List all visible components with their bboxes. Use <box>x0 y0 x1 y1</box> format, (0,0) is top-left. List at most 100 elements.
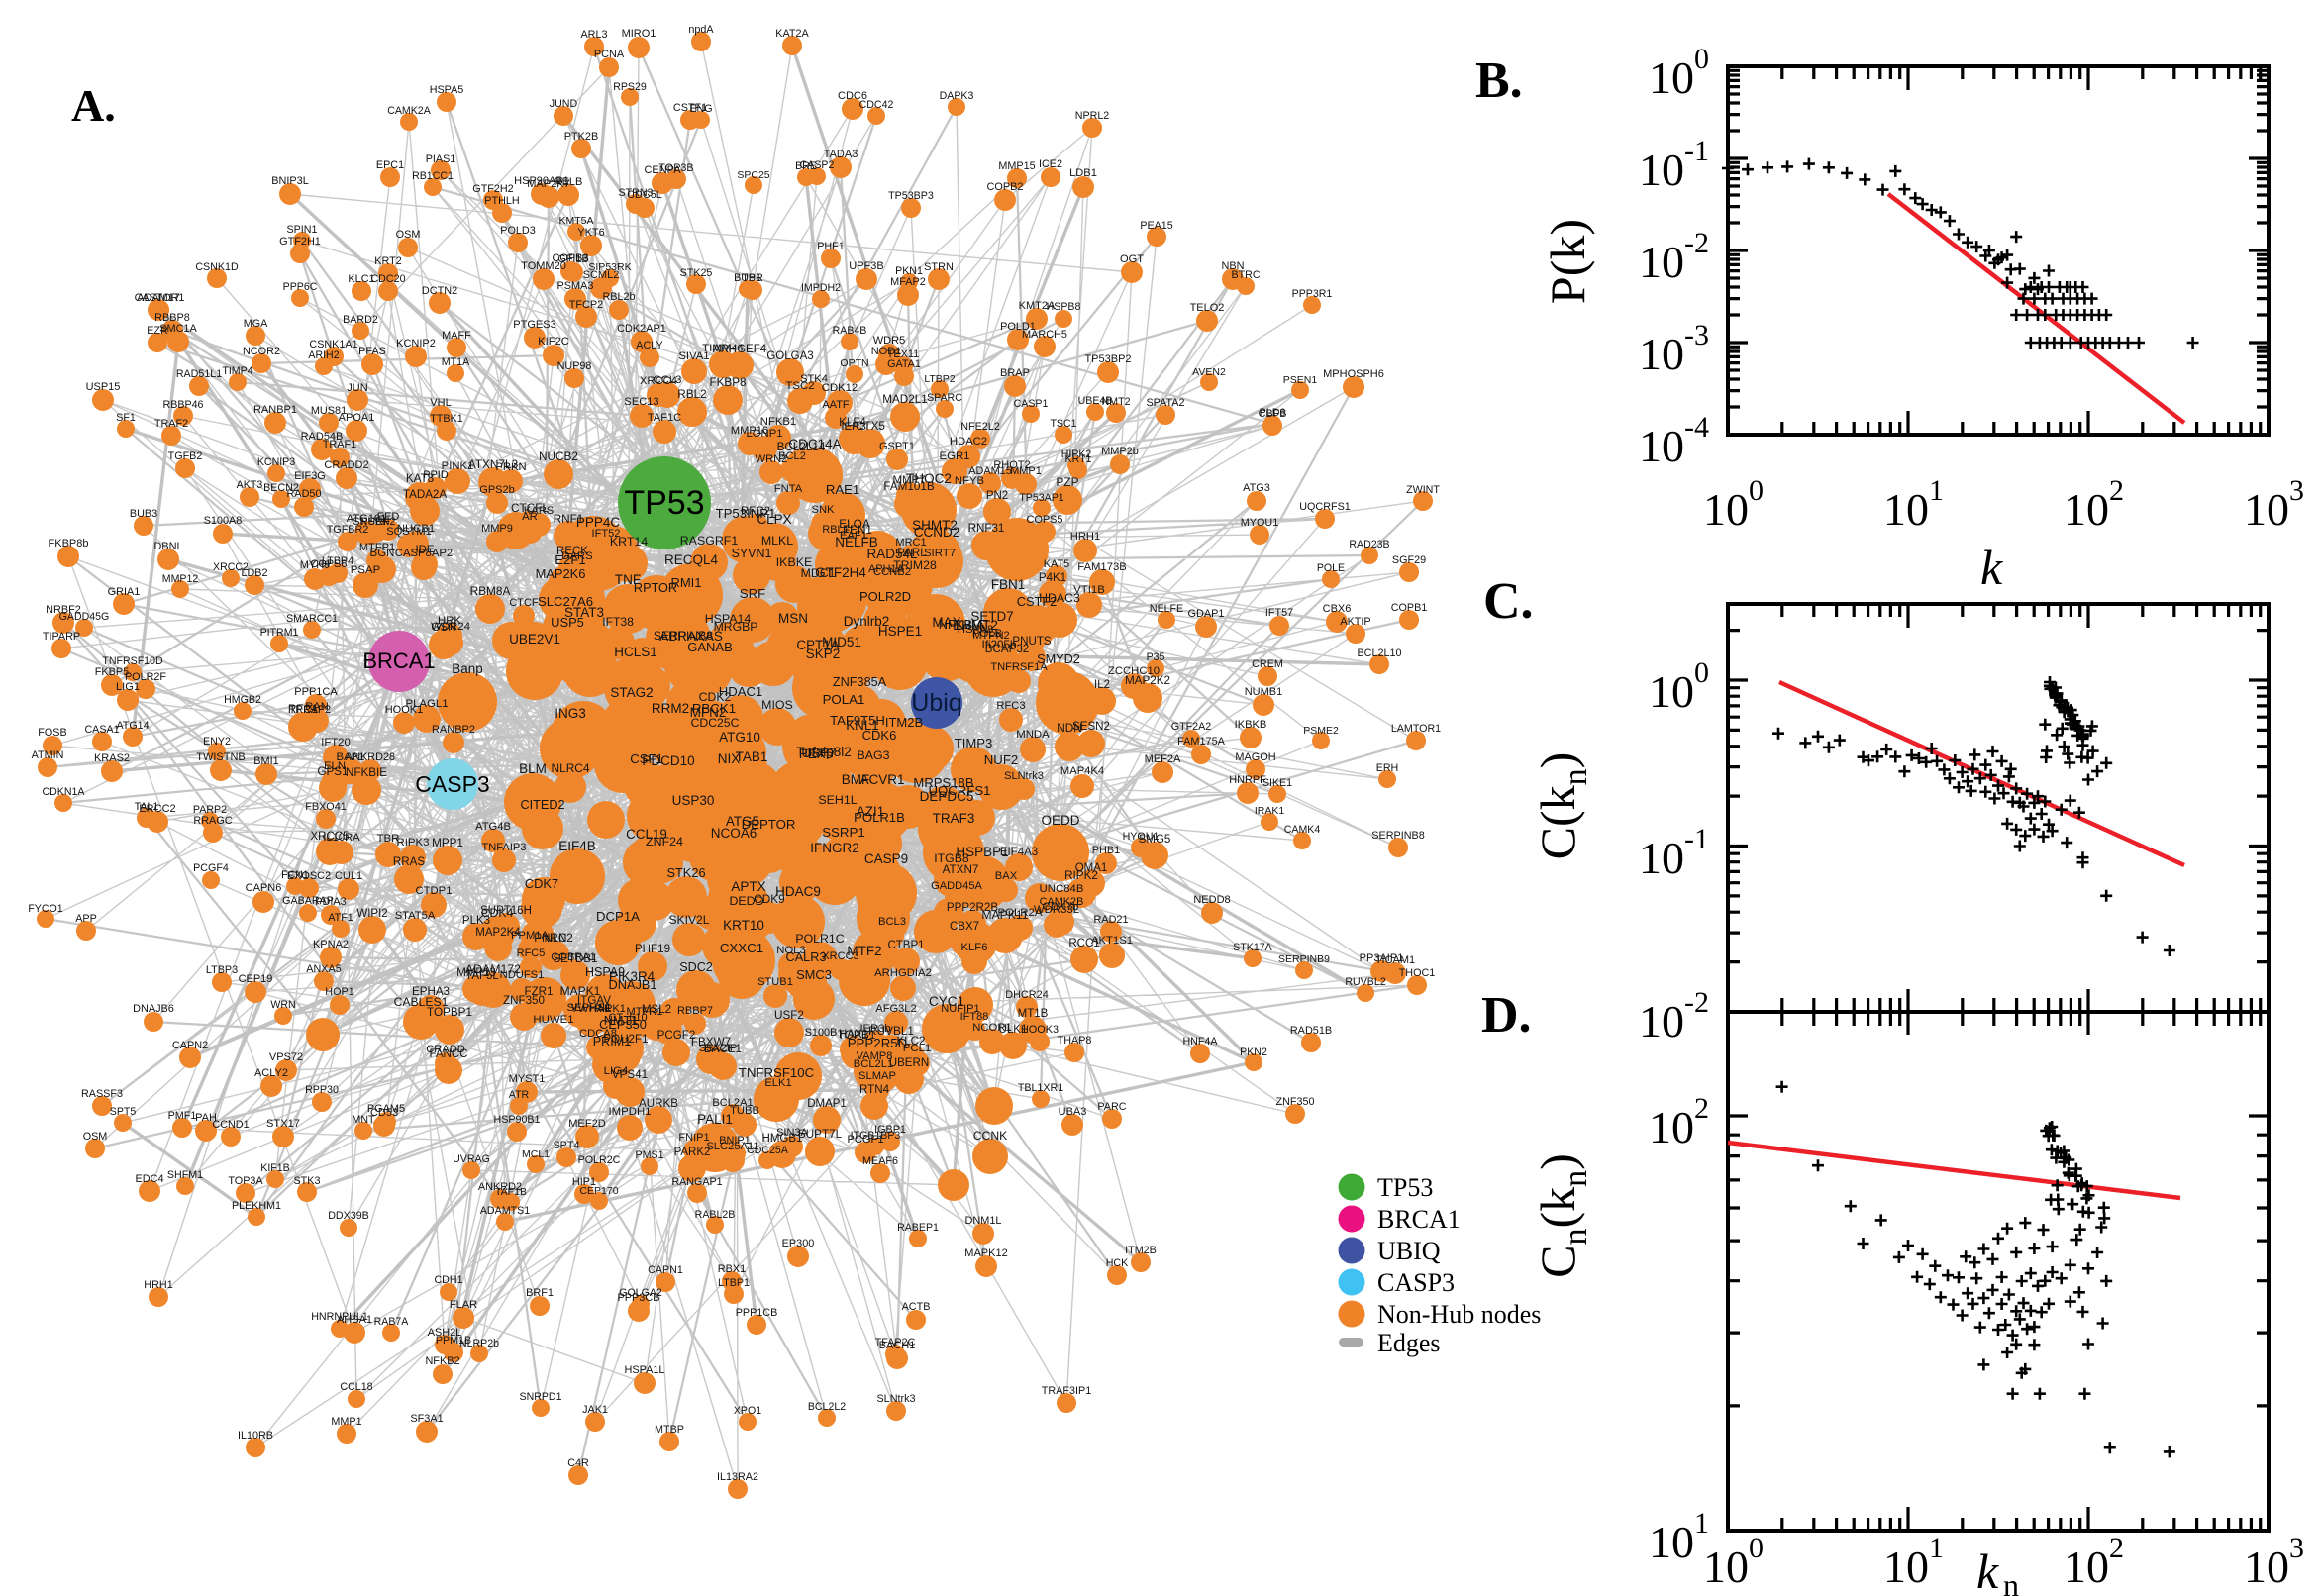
svg-text:SLMAP: SLMAP <box>858 1070 896 1082</box>
svg-text:COPB2: COPB2 <box>987 181 1024 193</box>
svg-text:ARL3: ARL3 <box>580 29 607 41</box>
svg-text:MID51: MID51 <box>822 635 861 649</box>
svg-text:ABRAXAS: ABRAXAS <box>659 629 723 644</box>
svg-text:CTCF: CTCF <box>509 597 539 609</box>
svg-text:TAF5L: TAF5L <box>465 970 499 982</box>
svg-text:CDK4: CDK4 <box>481 906 514 920</box>
svg-text:MMP15: MMP15 <box>998 160 1035 172</box>
svg-text:PARP2: PARP2 <box>193 804 227 816</box>
svg-text:TUBB: TUBB <box>730 1105 759 1117</box>
svg-text:ERH: ERH <box>1376 762 1399 774</box>
svg-text:SPIN1: SPIN1 <box>287 224 318 236</box>
svg-text:MFN2: MFN2 <box>690 705 727 720</box>
svg-text:CEP170: CEP170 <box>579 1185 618 1197</box>
svg-text:TRAF3: TRAF3 <box>933 811 975 826</box>
svg-text:PSEN2: PSEN2 <box>361 516 396 528</box>
svg-text:RB1CC1: RB1CC1 <box>412 170 454 182</box>
svg-text:IL13RA2: IL13RA2 <box>717 1471 758 1483</box>
svg-text:NUCB1: NUCB1 <box>397 523 435 535</box>
svg-text:PRKN: PRKN <box>495 461 526 473</box>
svg-text:MMP7: MMP7 <box>893 474 926 486</box>
svg-text:POLD1: POLD1 <box>1000 321 1036 333</box>
svg-text:BCL2L14: BCL2L14 <box>777 441 826 453</box>
svg-text:IL10RA: IL10RA <box>323 832 360 844</box>
svg-text:TAL1: TAL1 <box>135 801 159 813</box>
svg-text:ARHGEF4: ARHGEF4 <box>713 344 767 355</box>
svg-text:RBBP46: RBBP46 <box>163 399 204 411</box>
svg-text:MARCH5: MARCH5 <box>1022 329 1067 341</box>
svg-text:NCOA6: NCOA6 <box>711 826 758 841</box>
svg-text:IMPDH1: IMPDH1 <box>608 1106 651 1118</box>
svg-text:CAMK2A: CAMK2A <box>387 105 431 117</box>
svg-text:KARS: KARS <box>524 505 554 517</box>
svg-text:XRCC5: XRCC5 <box>311 831 350 843</box>
svg-text:CDH1: CDH1 <box>434 1274 462 1286</box>
svg-text:NFKB2: NFKB2 <box>425 1355 459 1367</box>
svg-text:LTBP3: LTBP3 <box>206 964 238 976</box>
svg-text:TOMM20: TOMM20 <box>521 260 566 272</box>
svg-text:AR: AR <box>522 511 538 523</box>
svg-text:KLC2: KLC2 <box>896 1035 925 1047</box>
svg-text:TSC2: TSC2 <box>785 380 814 392</box>
svg-text:LIG1: LIG1 <box>116 681 140 693</box>
svg-text:CSTF2: CSTF2 <box>1017 594 1058 609</box>
svg-text:DNAJB1: DNAJB1 <box>608 977 656 992</box>
svg-text:ULK1: ULK1 <box>998 1023 1027 1036</box>
svg-text:CPT1A: CPT1A <box>796 638 839 652</box>
svg-text:CASP3: CASP3 <box>1377 1268 1455 1297</box>
svg-text:PPP2R5D: PPP2R5D <box>848 1036 908 1050</box>
svg-text:IL2: IL2 <box>1094 679 1110 691</box>
svg-text:APTX: APTX <box>731 879 765 894</box>
svg-text:PCGF1: PCGF1 <box>848 1134 884 1146</box>
svg-text:VTI1B: VTI1B <box>1073 584 1105 596</box>
svg-text:CDK7: CDK7 <box>525 876 558 891</box>
svg-text:NFKB1: NFKB1 <box>760 416 796 428</box>
svg-text:GTF2A2: GTF2A2 <box>1171 721 1211 733</box>
svg-text:SLNtrk3: SLNtrk3 <box>876 1393 915 1405</box>
svg-text:PEX5: PEX5 <box>799 747 834 761</box>
svg-text:Banp: Banp <box>452 661 483 676</box>
svg-text:EXOSC2: EXOSC2 <box>287 870 331 882</box>
svg-text:GPS1: GPS1 <box>318 765 349 778</box>
svg-text:NIX: NIX <box>718 751 741 766</box>
svg-text:NLN: NLN <box>544 933 566 945</box>
svg-text:FNTA: FNTA <box>774 483 803 495</box>
svg-text:NCOR2: NCOR2 <box>243 346 280 357</box>
svg-text:BCL2A1: BCL2A1 <box>712 1097 753 1109</box>
svg-text:ELN: ELN <box>324 760 346 772</box>
svg-text:RPTOR: RPTOR <box>634 581 677 595</box>
svg-text:MT1B: MT1B <box>1018 1008 1049 1020</box>
svg-text:CRADD2: CRADD2 <box>324 459 368 471</box>
svg-text:RBX1: RBX1 <box>718 1263 746 1275</box>
svg-text:CDCA8: CDCA8 <box>579 1028 617 1040</box>
svg-text:BRCA1: BRCA1 <box>362 648 435 673</box>
svg-text:CALR3: CALR3 <box>786 950 827 964</box>
svg-text:SPT5: SPT5 <box>110 1106 137 1118</box>
svg-text:MRC1: MRC1 <box>895 537 926 549</box>
svg-text:MTF2: MTF2 <box>847 944 881 958</box>
svg-text:C.: C. <box>1483 573 1534 630</box>
svg-text:RIPK2: RIPK2 <box>1064 869 1098 882</box>
svg-text:SLNtrk3: SLNtrk3 <box>1004 770 1044 782</box>
svg-text:SEC13: SEC13 <box>624 396 658 408</box>
svg-text:CCL19: CCL19 <box>626 827 667 842</box>
svg-text:XRCC2: XRCC2 <box>213 561 249 573</box>
svg-text:HRK: HRK <box>438 615 461 627</box>
svg-text:TRIM28: TRIM28 <box>893 558 937 572</box>
svg-text:ATF1: ATF1 <box>328 912 353 924</box>
svg-text:NFE2L2: NFE2L2 <box>960 421 1000 433</box>
svg-text:USP30: USP30 <box>672 793 715 808</box>
svg-text:NDN: NDN <box>1057 721 1082 735</box>
svg-text:DEPTOR: DEPTOR <box>742 817 796 832</box>
svg-text:ENY2: ENY2 <box>203 736 231 748</box>
svg-text:HUWE1: HUWE1 <box>533 1014 573 1026</box>
svg-text:MPP1: MPP1 <box>432 837 463 849</box>
svg-text:KRAS2: KRAS2 <box>94 752 130 764</box>
svg-text:BCL2L2: BCL2L2 <box>808 1401 846 1413</box>
svg-text:CASP2: CASP2 <box>800 159 835 171</box>
svg-text:PSAP: PSAP <box>351 564 380 576</box>
svg-text:HDAC9: HDAC9 <box>775 884 821 899</box>
svg-text:RBL2b: RBL2b <box>602 291 635 303</box>
svg-text:BACH1: BACH1 <box>879 1340 916 1351</box>
svg-text:MAGOH: MAGOH <box>1235 751 1275 763</box>
